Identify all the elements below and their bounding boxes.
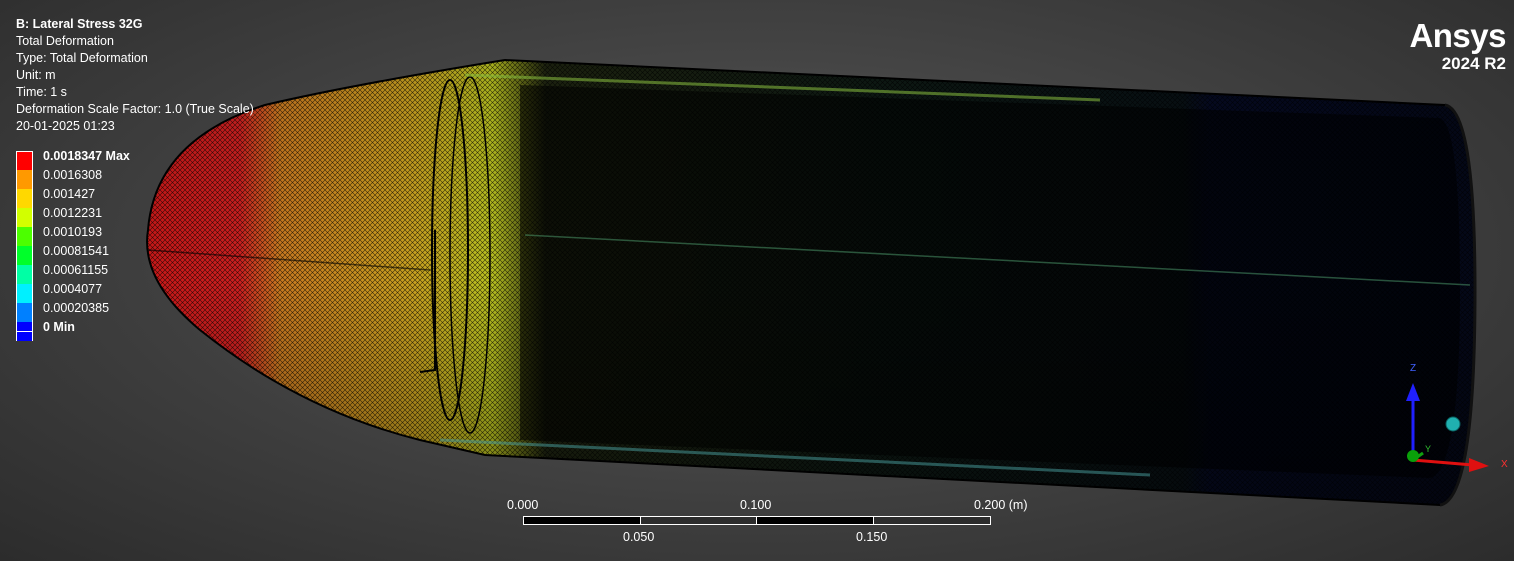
analysis-title: B: Lateral Stress 32G <box>16 17 143 31</box>
scale-label-050: 0.050 <box>623 530 655 544</box>
scale-label-150: 0.150 <box>856 530 888 544</box>
legend-color-swatch <box>16 208 33 227</box>
coordinate-triad[interactable]: Z X Y <box>1395 355 1513 490</box>
legend-color-swatch <box>16 170 33 189</box>
legend-value-label: 0.0010193 <box>43 225 103 239</box>
legend-color-swatch <box>16 303 33 322</box>
legend-value-label: 0.00061155 <box>43 263 109 277</box>
legend-value-label: 0.0012231 <box>43 206 103 220</box>
legend-color-swatch <box>16 265 33 284</box>
legend-value-label: 0.0016308 <box>43 168 103 182</box>
logo-name: Ansys <box>1409 17 1506 54</box>
deformation-scale: Deformation Scale Factor: 1.0 (True Scal… <box>16 102 254 116</box>
scale-segment-1 <box>523 516 641 525</box>
x-axis-label: X <box>1501 459 1508 470</box>
legend-value-label: 0.0018347 Max <box>43 149 130 163</box>
z-axis-arrow-icon <box>1406 383 1420 401</box>
result-unit: Unit: m <box>16 68 56 82</box>
scale-segment-2 <box>640 516 757 525</box>
legend-value-label: 0.00020385 <box>43 301 110 315</box>
result-name: Total Deformation <box>16 34 114 48</box>
result-info: B: Lateral Stress 32G Total Deformation … <box>16 16 254 135</box>
ansys-logo: Ansys 2024 R2 <box>1409 18 1506 74</box>
probe-marker <box>1445 416 1461 432</box>
logo-version: 2024 R2 <box>1441 54 1506 73</box>
legend-color-swatch <box>16 189 33 208</box>
legend-color-swatch <box>16 227 33 246</box>
scale-segment-4 <box>873 516 991 525</box>
legend-value-label: 0.00081541 <box>43 244 110 258</box>
triad-origin <box>1407 450 1419 462</box>
y-axis-label: Y <box>1425 444 1431 454</box>
legend-value-label: 0 Min <box>43 320 75 334</box>
legend-color-swatch <box>16 151 33 170</box>
legend-color-swatch <box>16 246 33 265</box>
legend-border-top <box>16 151 33 152</box>
legend-color-swatch <box>16 284 33 303</box>
scale-bar: 0.000 0.100 0.200 (m) 0.050 0.150 <box>490 496 1050 546</box>
result-time: Time: 1 s <box>16 85 67 99</box>
z-axis-label: Z <box>1410 363 1416 374</box>
scale-label-200: 0.200 (m) <box>974 498 1028 512</box>
result-timestamp: 20-01-2025 01:23 <box>16 119 115 133</box>
result-type: Type: Total Deformation <box>16 51 148 65</box>
legend-value-label: 0.001427 <box>43 187 96 201</box>
legend-border-bottom <box>16 331 33 332</box>
legend-value-label: 0.0004077 <box>43 282 103 296</box>
scale-label-0: 0.000 <box>507 498 539 512</box>
x-axis-arrow-icon <box>1469 458 1489 472</box>
scale-segment-3 <box>756 516 874 525</box>
scale-label-100: 0.100 <box>740 498 772 512</box>
